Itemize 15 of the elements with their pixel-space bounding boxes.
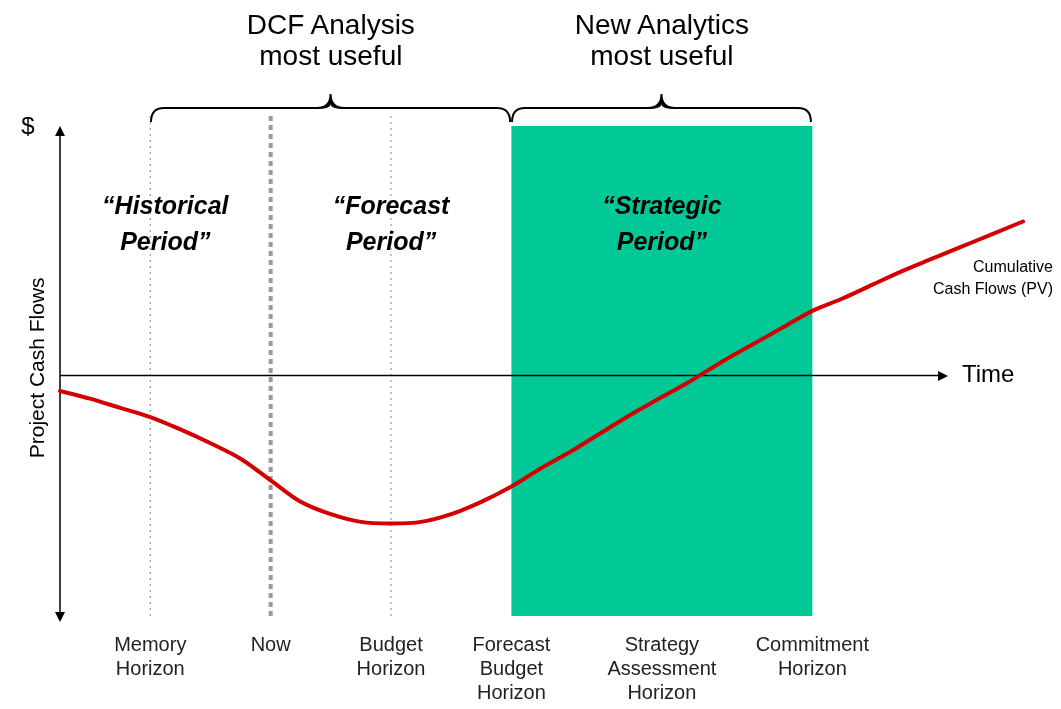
annotation: “Strategic Period” — [602, 191, 722, 255]
x-tick-label: Forecast Budget Horizon — [472, 632, 551, 703]
series-label: Cumulative Cash Flows (PV) — [932, 257, 1054, 297]
annotation: “Historical Period” — [102, 191, 230, 255]
x-tick-label: Commitment Horizon — [755, 632, 870, 679]
y-axis-title: Project Cash Flows — [24, 277, 48, 459]
text: New Analytics most useful — [574, 9, 750, 71]
text: DCF Analysis most useful — [246, 9, 415, 71]
x-tick-label: Budget Horizon — [356, 632, 426, 679]
x-tick-label: Now — [250, 632, 292, 655]
text: $ — [21, 112, 35, 139]
x-tick-label: Memory Horizon — [114, 632, 187, 679]
x-axis-title: Time — [962, 360, 1015, 388]
annotation: “Forecast Period” — [332, 191, 452, 255]
x-tick-label: Strategy Assessment Horizon — [607, 632, 717, 703]
